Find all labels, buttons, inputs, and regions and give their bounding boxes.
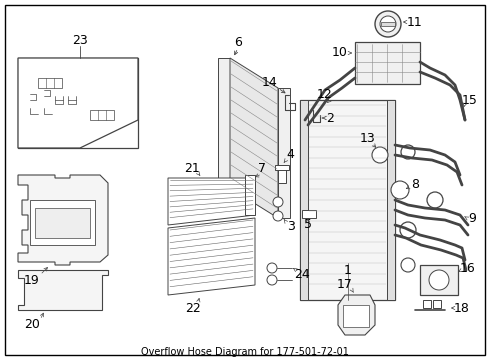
- Polygon shape: [168, 218, 255, 295]
- Circle shape: [401, 145, 415, 159]
- Text: 13: 13: [360, 131, 376, 144]
- Bar: [387, 100, 395, 300]
- Text: 24: 24: [294, 267, 310, 280]
- Bar: [38, 78, 62, 88]
- Bar: [245, 175, 255, 215]
- Bar: [300, 100, 308, 300]
- Text: 6: 6: [234, 36, 242, 49]
- Circle shape: [375, 11, 401, 37]
- Bar: [278, 165, 286, 183]
- Text: 15: 15: [462, 94, 478, 107]
- Text: 8: 8: [411, 179, 419, 192]
- Circle shape: [267, 275, 277, 285]
- Circle shape: [372, 147, 388, 163]
- Circle shape: [401, 258, 415, 272]
- Bar: [35, 208, 90, 238]
- Bar: [423, 300, 431, 308]
- Bar: [275, 165, 289, 170]
- Polygon shape: [18, 58, 138, 148]
- Circle shape: [391, 181, 409, 199]
- Polygon shape: [338, 295, 375, 335]
- Bar: [420, 265, 458, 295]
- Bar: [278, 88, 290, 218]
- Bar: [90, 110, 114, 120]
- Circle shape: [427, 192, 443, 208]
- Text: 7: 7: [258, 162, 266, 175]
- Text: 21: 21: [184, 162, 200, 175]
- Text: 17: 17: [337, 279, 353, 292]
- Text: 11: 11: [407, 15, 423, 28]
- Text: 22: 22: [185, 302, 201, 315]
- Bar: [30, 200, 95, 245]
- Bar: [302, 210, 316, 218]
- Bar: [343, 305, 369, 327]
- Text: 10: 10: [332, 46, 348, 59]
- Polygon shape: [230, 58, 278, 218]
- Text: 18: 18: [454, 302, 470, 315]
- Circle shape: [267, 263, 277, 273]
- Text: 12: 12: [317, 89, 333, 102]
- Text: 20: 20: [24, 319, 40, 332]
- Bar: [355, 42, 420, 84]
- Text: 14: 14: [262, 76, 278, 89]
- Text: Overflow Hose Diagram for 177-501-72-01: Overflow Hose Diagram for 177-501-72-01: [141, 347, 349, 357]
- Text: 23: 23: [72, 33, 88, 46]
- Text: 5: 5: [304, 219, 312, 231]
- Text: 3: 3: [287, 220, 295, 234]
- Text: 4: 4: [286, 148, 294, 162]
- Text: 1: 1: [344, 264, 352, 276]
- Text: 9: 9: [468, 211, 476, 225]
- Text: 2: 2: [326, 112, 334, 125]
- Circle shape: [273, 197, 283, 207]
- Bar: [433, 300, 441, 308]
- Circle shape: [380, 16, 396, 32]
- Polygon shape: [18, 175, 108, 265]
- Text: 16: 16: [460, 261, 476, 274]
- Bar: [381, 22, 395, 26]
- Circle shape: [400, 222, 416, 238]
- Polygon shape: [18, 58, 138, 148]
- Circle shape: [429, 270, 449, 290]
- Polygon shape: [18, 270, 108, 310]
- Text: 19: 19: [24, 274, 40, 287]
- Bar: [218, 58, 230, 188]
- Polygon shape: [168, 178, 255, 225]
- Circle shape: [273, 211, 283, 221]
- Bar: [300, 100, 395, 300]
